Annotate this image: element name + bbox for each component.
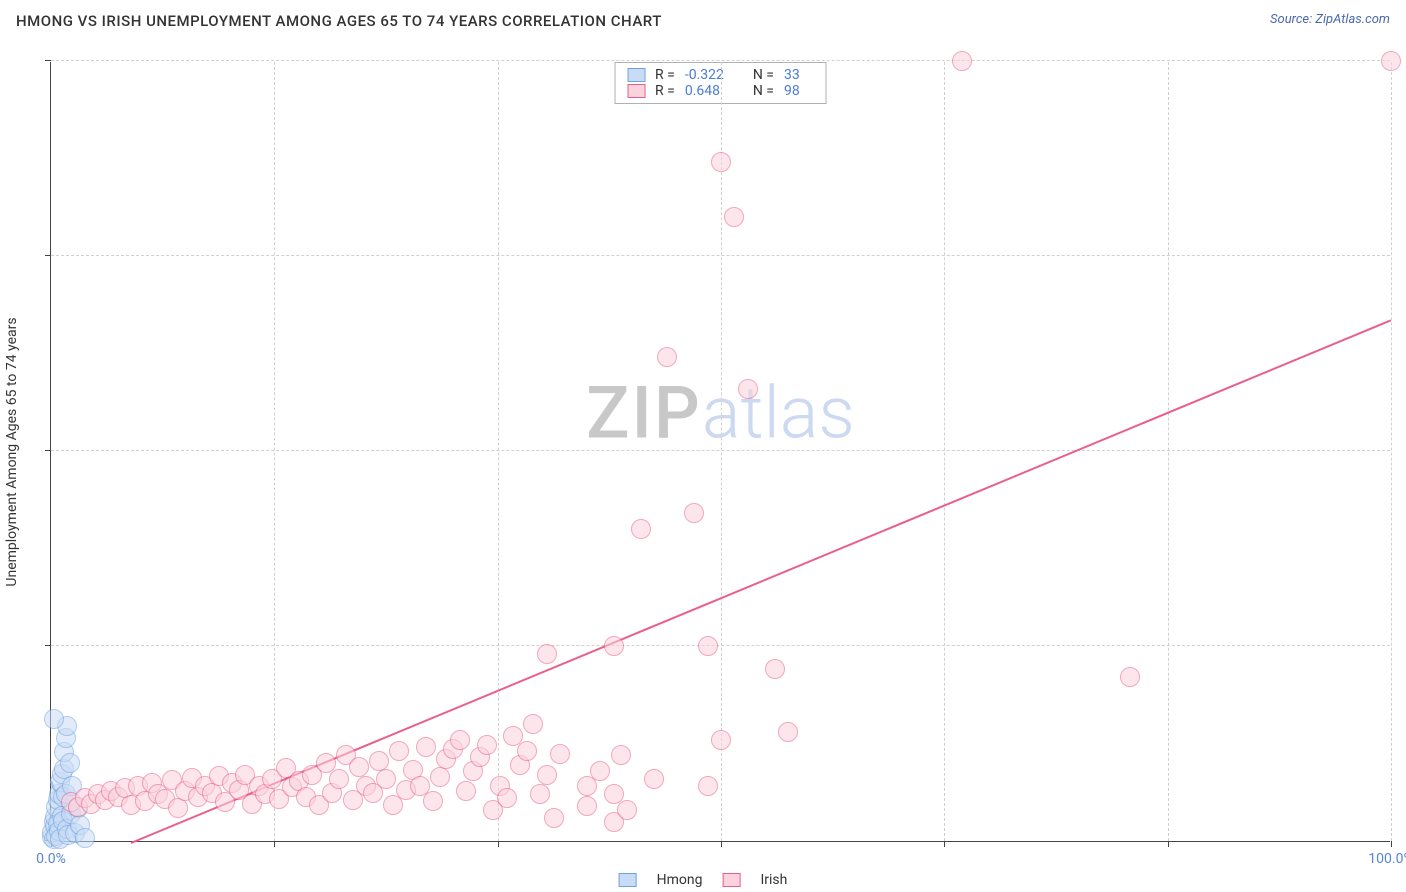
data-point-irish — [604, 636, 624, 656]
data-point-hmong — [60, 753, 80, 773]
x-tick-label: 100.0% — [1368, 851, 1406, 867]
data-point-irish — [450, 730, 470, 750]
data-point-irish — [711, 152, 731, 172]
stats-n-label: N = — [753, 83, 774, 99]
legend-swatch-hmong — [619, 873, 637, 887]
data-point-irish — [724, 207, 744, 227]
data-point-irish — [523, 714, 543, 734]
tick-mark-x — [274, 841, 275, 847]
grid-line-h — [51, 60, 1390, 61]
data-point-irish — [430, 767, 450, 787]
stats-swatch-irish — [627, 84, 645, 98]
data-point-irish — [698, 636, 718, 656]
tick-mark-y — [45, 450, 51, 451]
y-tick-label: 50.0% — [1400, 427, 1406, 443]
grid-line-v — [498, 62, 499, 841]
tick-mark-x — [944, 841, 945, 847]
data-point-irish — [530, 784, 550, 804]
data-point-irish — [657, 347, 677, 367]
grid-line-v — [944, 62, 945, 841]
tick-mark-y — [45, 60, 51, 61]
data-point-irish — [577, 796, 597, 816]
data-point-irish — [698, 776, 718, 796]
grid-line-v — [1391, 62, 1392, 841]
data-point-irish — [644, 769, 664, 789]
grid-line-v — [721, 62, 722, 841]
watermark-atlas: atlas — [702, 370, 855, 455]
legend-label-irish: Irish — [760, 872, 787, 888]
stats-swatch-hmong — [627, 68, 645, 82]
tick-mark-x — [498, 841, 499, 847]
plot-area: ZIPatlas R =-0.322N =33R =0.648N =98 25.… — [50, 62, 1390, 842]
data-point-irish — [711, 730, 731, 750]
plot-container: ZIPatlas R =-0.322N =33R =0.648N =98 25.… — [50, 62, 1390, 842]
data-point-irish — [617, 800, 637, 820]
tick-mark-x — [1168, 841, 1169, 847]
bottom-legend: Hmong Irish — [619, 872, 788, 888]
grid-line-v — [274, 62, 275, 841]
data-point-irish — [329, 769, 349, 789]
stats-r-value: -0.322 — [685, 67, 743, 83]
grid-line-v — [1168, 62, 1169, 841]
data-point-irish — [684, 503, 704, 523]
data-point-irish — [349, 757, 369, 777]
data-point-irish — [389, 741, 409, 761]
data-point-irish — [778, 722, 798, 742]
data-point-irish — [497, 788, 517, 808]
stats-n-value: 33 — [784, 67, 814, 83]
stats-r-label: R = — [655, 83, 675, 99]
legend-label-hmong: Hmong — [657, 872, 703, 888]
data-point-irish — [590, 761, 610, 781]
data-point-irish — [376, 769, 396, 789]
y-tick-label: 100.0% — [1400, 37, 1406, 53]
watermark-zip: ZIP — [586, 370, 702, 455]
tick-mark-x — [1391, 841, 1392, 847]
data-point-irish — [1120, 667, 1140, 687]
data-point-irish — [765, 659, 785, 679]
tick-mark-y — [45, 645, 51, 646]
legend-swatch-irish — [722, 873, 740, 887]
y-tick-label: 75.0% — [1400, 232, 1406, 248]
data-point-irish — [423, 791, 443, 811]
stats-r-label: R = — [655, 67, 675, 83]
data-point-irish — [611, 745, 631, 765]
x-tick-label: 0.0% — [36, 851, 66, 867]
data-point-irish — [1381, 51, 1401, 71]
source-label: Source: ZipAtlas.com — [1270, 12, 1390, 27]
data-point-irish — [416, 737, 436, 757]
y-tick-label: 25.0% — [1400, 622, 1406, 638]
data-point-hmong — [44, 709, 64, 729]
stats-r-value: 0.648 — [685, 83, 743, 99]
data-point-irish — [537, 765, 557, 785]
tick-mark-y — [45, 255, 51, 256]
tick-mark-x — [721, 841, 722, 847]
data-point-irish — [383, 795, 403, 815]
data-point-irish — [456, 781, 476, 801]
data-point-irish — [477, 735, 497, 755]
y-axis-label: Unemployment Among Ages 65 to 74 years — [4, 317, 20, 586]
data-point-irish — [517, 741, 537, 761]
stats-n-label: N = — [753, 67, 774, 83]
data-point-irish — [544, 808, 564, 828]
data-point-irish — [577, 776, 597, 796]
data-point-irish — [738, 379, 758, 399]
stats-n-value: 98 — [784, 83, 814, 99]
data-point-irish — [168, 798, 188, 818]
data-point-irish — [550, 744, 570, 764]
data-point-irish — [537, 644, 557, 664]
data-point-irish — [952, 51, 972, 71]
chart-title: HMONG VS IRISH UNEMPLOYMENT AMONG AGES 6… — [16, 12, 662, 30]
data-point-irish — [631, 519, 651, 539]
data-point-hmong — [75, 828, 95, 848]
